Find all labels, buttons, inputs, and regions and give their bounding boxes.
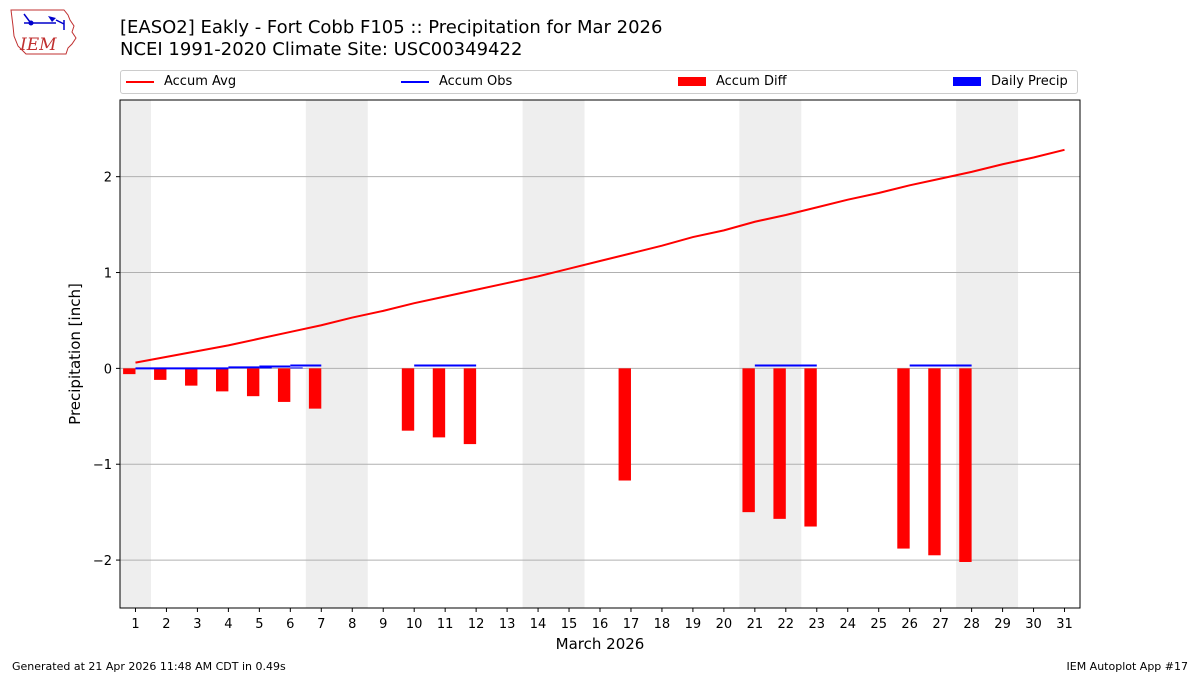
accum-diff-bar-day-23: [804, 368, 817, 527]
x-axis-ticks: 1 2 3 4 5 6 7 8 9 10 11 12 13 14 15 16 17 18 19 20 21 22 23 24 2…: [131, 608, 1073, 632]
accum-diff-bars-group: [123, 368, 972, 562]
x-tick-label-1: 1: [131, 617, 139, 632]
legend-accum-diff-label: Accum Diff: [716, 74, 787, 89]
daily-precip-bar-day-6: [290, 367, 303, 369]
x-tick-label-21: 21: [747, 617, 764, 632]
accum-diff-bar-day-5: [246, 368, 260, 397]
chart-title: [EASO2] Eakly - Fort Cobb F105 :: Precip…: [120, 17, 663, 38]
x-tick-label-3: 3: [193, 617, 201, 632]
legend-daily-precip-swatch: [953, 77, 981, 86]
x-tick-label-11: 11: [437, 617, 454, 632]
x-tick-label-7: 7: [317, 617, 325, 632]
accum-diff-bar-day-6: [277, 368, 291, 402]
x-tick-label-5: 5: [255, 617, 263, 632]
accum-diff-bar-day-28: [959, 368, 972, 562]
accum-diff-bar-day-12: [463, 368, 477, 445]
accum-diff-bar-day-22: [773, 368, 786, 519]
x-tick-label-22: 22: [778, 617, 795, 632]
x-tick-label-4: 4: [224, 617, 232, 632]
footer-generated: Generated at 21 Apr 2026 11:48 AM CDT in…: [12, 660, 286, 673]
legend-accum-diff-swatch: [678, 77, 706, 86]
x-tick-label-31: 31: [1056, 617, 1073, 632]
accum-diff-bar-day-1: [123, 368, 136, 375]
x-tick-label-25: 25: [870, 617, 887, 632]
accum-avg-line: [135, 148, 1065, 364]
x-tick-label-18: 18: [654, 617, 671, 632]
x-tick-label-24: 24: [839, 617, 856, 632]
x-tick-label-12: 12: [468, 617, 485, 632]
x-axis-label: March 2026: [556, 635, 645, 653]
legend-accum-obs: Accum Obs: [401, 74, 512, 89]
accum-diff-bar-day-10: [401, 368, 415, 431]
accum-diff-bar-day-11: [432, 368, 446, 438]
footer-app: IEM Autoplot App #17: [1066, 660, 1189, 673]
series-lines-group: [135, 148, 1065, 370]
accum-diff-bar-day-17: [618, 368, 631, 481]
legend: Accum Avg Accum Obs Accum Diff Daily Pre…: [120, 70, 1078, 94]
daily-precip-bar-day-5: [259, 367, 272, 369]
x-tick-label-8: 8: [348, 617, 356, 632]
accum-diff-bar-day-21: [742, 368, 755, 513]
y-axis-label: Precipitation [inch]: [66, 283, 84, 425]
y-tick-label-0: 2: [104, 171, 112, 186]
x-tick-label-9: 9: [379, 617, 387, 632]
accum-diff-bar-day-4: [216, 368, 229, 392]
y-tick-label-1: 1: [104, 267, 112, 282]
legend-accum-obs-swatch: [401, 80, 429, 83]
x-tick-label-15: 15: [561, 617, 578, 632]
accum-diff-bar-day-2: [154, 368, 167, 380]
chart-subtitle: NCEI 1991-2020 Climate Site: USC00349422: [120, 39, 523, 60]
x-tick-label-16: 16: [592, 617, 609, 632]
x-tick-label-2: 2: [162, 617, 170, 632]
x-tick-label-23: 23: [809, 617, 826, 632]
x-tick-label-26: 26: [901, 617, 918, 632]
x-tick-label-14: 14: [530, 617, 547, 632]
x-tick-label-10: 10: [406, 617, 423, 632]
x-tick-label-28: 28: [963, 617, 980, 632]
iem-logo: IEM: [8, 6, 80, 60]
accum-diff-bar-day-26: [897, 368, 910, 549]
x-tick-label-19: 19: [685, 617, 702, 632]
legend-accum-avg-label: Accum Avg: [164, 74, 237, 89]
weekend-shade-3: [739, 100, 802, 608]
logo-text: IEM: [19, 35, 57, 55]
y-tick-label-2: 0: [104, 362, 112, 377]
y-tick-label-3: −1: [93, 458, 112, 473]
x-tick-label-20: 20: [716, 617, 733, 632]
y-tick-label-4: −2: [93, 554, 112, 569]
x-tick-label-30: 30: [1025, 617, 1042, 632]
legend-accum-avg: Accum Avg: [126, 74, 236, 89]
x-tick-label-29: 29: [994, 617, 1011, 632]
accum-diff-bar-day-7: [308, 368, 322, 409]
accum-diff-bar-day-27: [928, 368, 941, 556]
daily-precip-bars-group: [259, 367, 303, 369]
x-tick-label-13: 13: [499, 617, 516, 632]
x-tick-label-17: 17: [623, 617, 640, 632]
weekend-shade-1: [305, 100, 368, 608]
accum-diff-bar-day-3: [185, 368, 198, 386]
legend-accum-obs-label: Accum Obs: [439, 74, 513, 89]
weekend-shade-2: [522, 100, 585, 608]
x-tick-label-27: 27: [932, 617, 949, 632]
legend-accum-avg-swatch: [126, 80, 154, 83]
weekend-shade-0: [120, 100, 151, 608]
y-axis-ticks: 2 1 0 −1 −2: [93, 171, 120, 569]
legend-daily-precip: Daily Precip: [953, 74, 1068, 89]
legend-daily-precip-label: Daily Precip: [991, 74, 1068, 89]
x-tick-label-6: 6: [286, 617, 294, 632]
legend-accum-diff: Accum Diff: [678, 74, 787, 89]
